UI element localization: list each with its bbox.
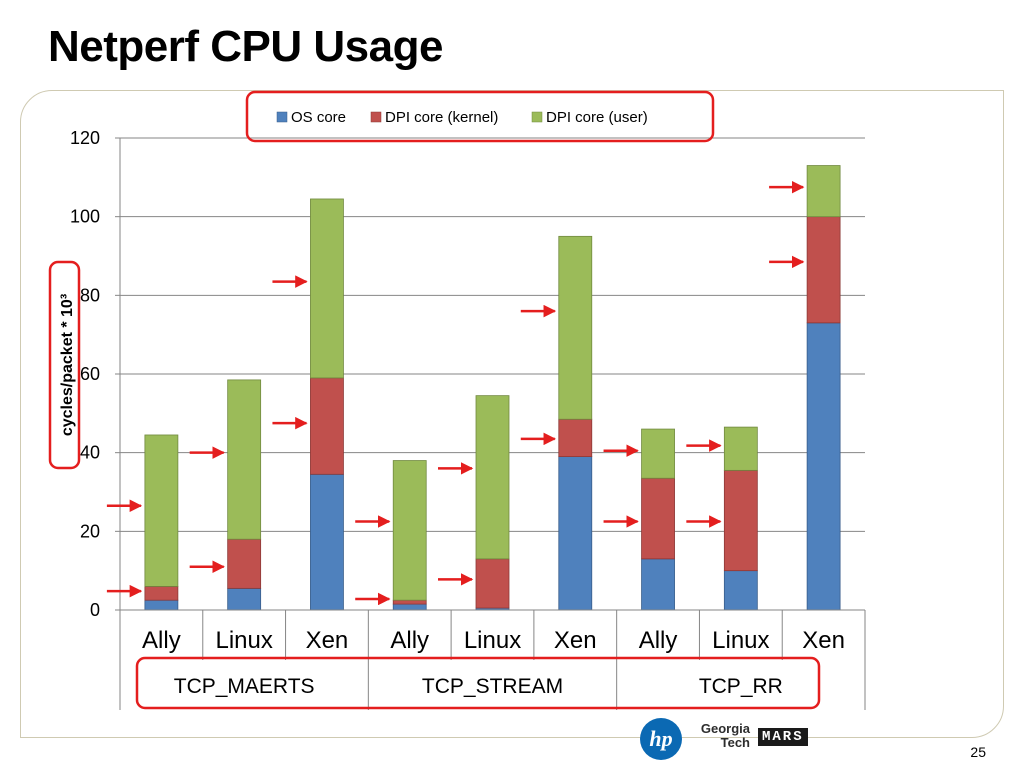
legend-label-dpi-kernel: DPI core (kernel) [385, 109, 498, 126]
bar-segment-dpi-core-kernel [806, 216, 841, 324]
legend-highlight-box [245, 90, 715, 143]
x-tick-label: Ally [142, 627, 181, 654]
y-tick-label: 0 [90, 600, 100, 620]
bar-segment-dpi-core-kernel [723, 469, 758, 572]
legend-swatch-dpi-kernel [370, 111, 382, 123]
bars-layer [144, 165, 841, 611]
hp-logo: hp [640, 718, 682, 760]
bar-segment-os-core [641, 558, 675, 611]
group-label: TCP_STREAM [422, 675, 563, 698]
page-number: 25 [970, 744, 986, 760]
arrow-layer [106, 180, 805, 606]
bar-segment-os-core [227, 587, 262, 611]
bar-segment-dpi-core-user [392, 460, 427, 601]
group-label: TCP_MAERTS [174, 675, 315, 698]
x-tick-label: Linux [712, 627, 769, 654]
bar-segment-dpi-core-user [310, 198, 344, 379]
legend-label-os-core: OS core [291, 109, 346, 126]
content-frame [20, 90, 1004, 738]
bar-segment-os-core [723, 570, 758, 611]
x-tick-label: Ally [390, 627, 429, 654]
y-tick-label: 20 [80, 521, 100, 541]
x-tick-label: Linux [464, 627, 521, 654]
legend-label-dpi-user: DPI core (user) [546, 109, 648, 126]
y-tick-label: 40 [80, 443, 100, 463]
bar-segment-dpi-core-user [558, 235, 593, 420]
bar-segment-dpi-core-kernel [475, 558, 510, 609]
bar-segment-dpi-core-kernel [641, 477, 675, 560]
bar-segment-dpi-core-user [641, 428, 675, 479]
group-highlight-box [135, 656, 821, 710]
y-tick-label: 80 [80, 285, 100, 305]
bar-segment-os-core [310, 473, 344, 611]
bar-segment-dpi-core-kernel [558, 418, 593, 458]
bar-segment-dpi-core-user [723, 426, 758, 471]
bar-segment-dpi-core-user [475, 395, 510, 560]
bar-segment-dpi-core-kernel [310, 377, 344, 475]
bar-segment-dpi-core-kernel [144, 586, 179, 601]
bar-segment-dpi-core-user [806, 165, 841, 218]
bar-segment-dpi-core-kernel [227, 538, 262, 589]
bar-segment-os-core [558, 456, 593, 611]
x-tick-label: Xen [802, 627, 845, 654]
y-tick-label: 120 [70, 128, 100, 148]
legend: OS core DPI core (kernel) DPI core (user… [245, 90, 715, 143]
slide-title: Netperf CPU Usage [48, 22, 443, 71]
y-tick-label: 60 [80, 364, 100, 384]
x-tick-label: Xen [554, 627, 597, 654]
bar-segment-dpi-core-user [227, 379, 262, 540]
bar-segment-os-core [392, 603, 427, 611]
x-tick-label: Ally [639, 627, 678, 654]
x-tick-label: Linux [215, 627, 272, 654]
legend-swatch-os-core [276, 111, 288, 123]
legend-swatch-dpi-user [531, 111, 543, 123]
x-tick-label: Xen [306, 627, 349, 654]
axis-layer: 0 20 40 60 80 100 120 TCP_MAERTS TCP_STREAM TCP_R… [70, 128, 866, 710]
y-tick-label: 100 [70, 207, 100, 227]
bar-segment-os-core [144, 599, 179, 611]
group-label: TCP_RR [699, 675, 783, 698]
y-axis-label: cycles/packet * 10³ [59, 294, 76, 436]
ylabel-highlight-box [48, 260, 81, 470]
mars-logo: MARS [758, 728, 808, 746]
georgia-tech-logo: Georgia Tech [700, 721, 750, 750]
bar-segment-dpi-core-user [144, 434, 179, 587]
bar-segment-os-core [806, 322, 841, 611]
bar-segment-dpi-core-kernel [392, 599, 427, 605]
